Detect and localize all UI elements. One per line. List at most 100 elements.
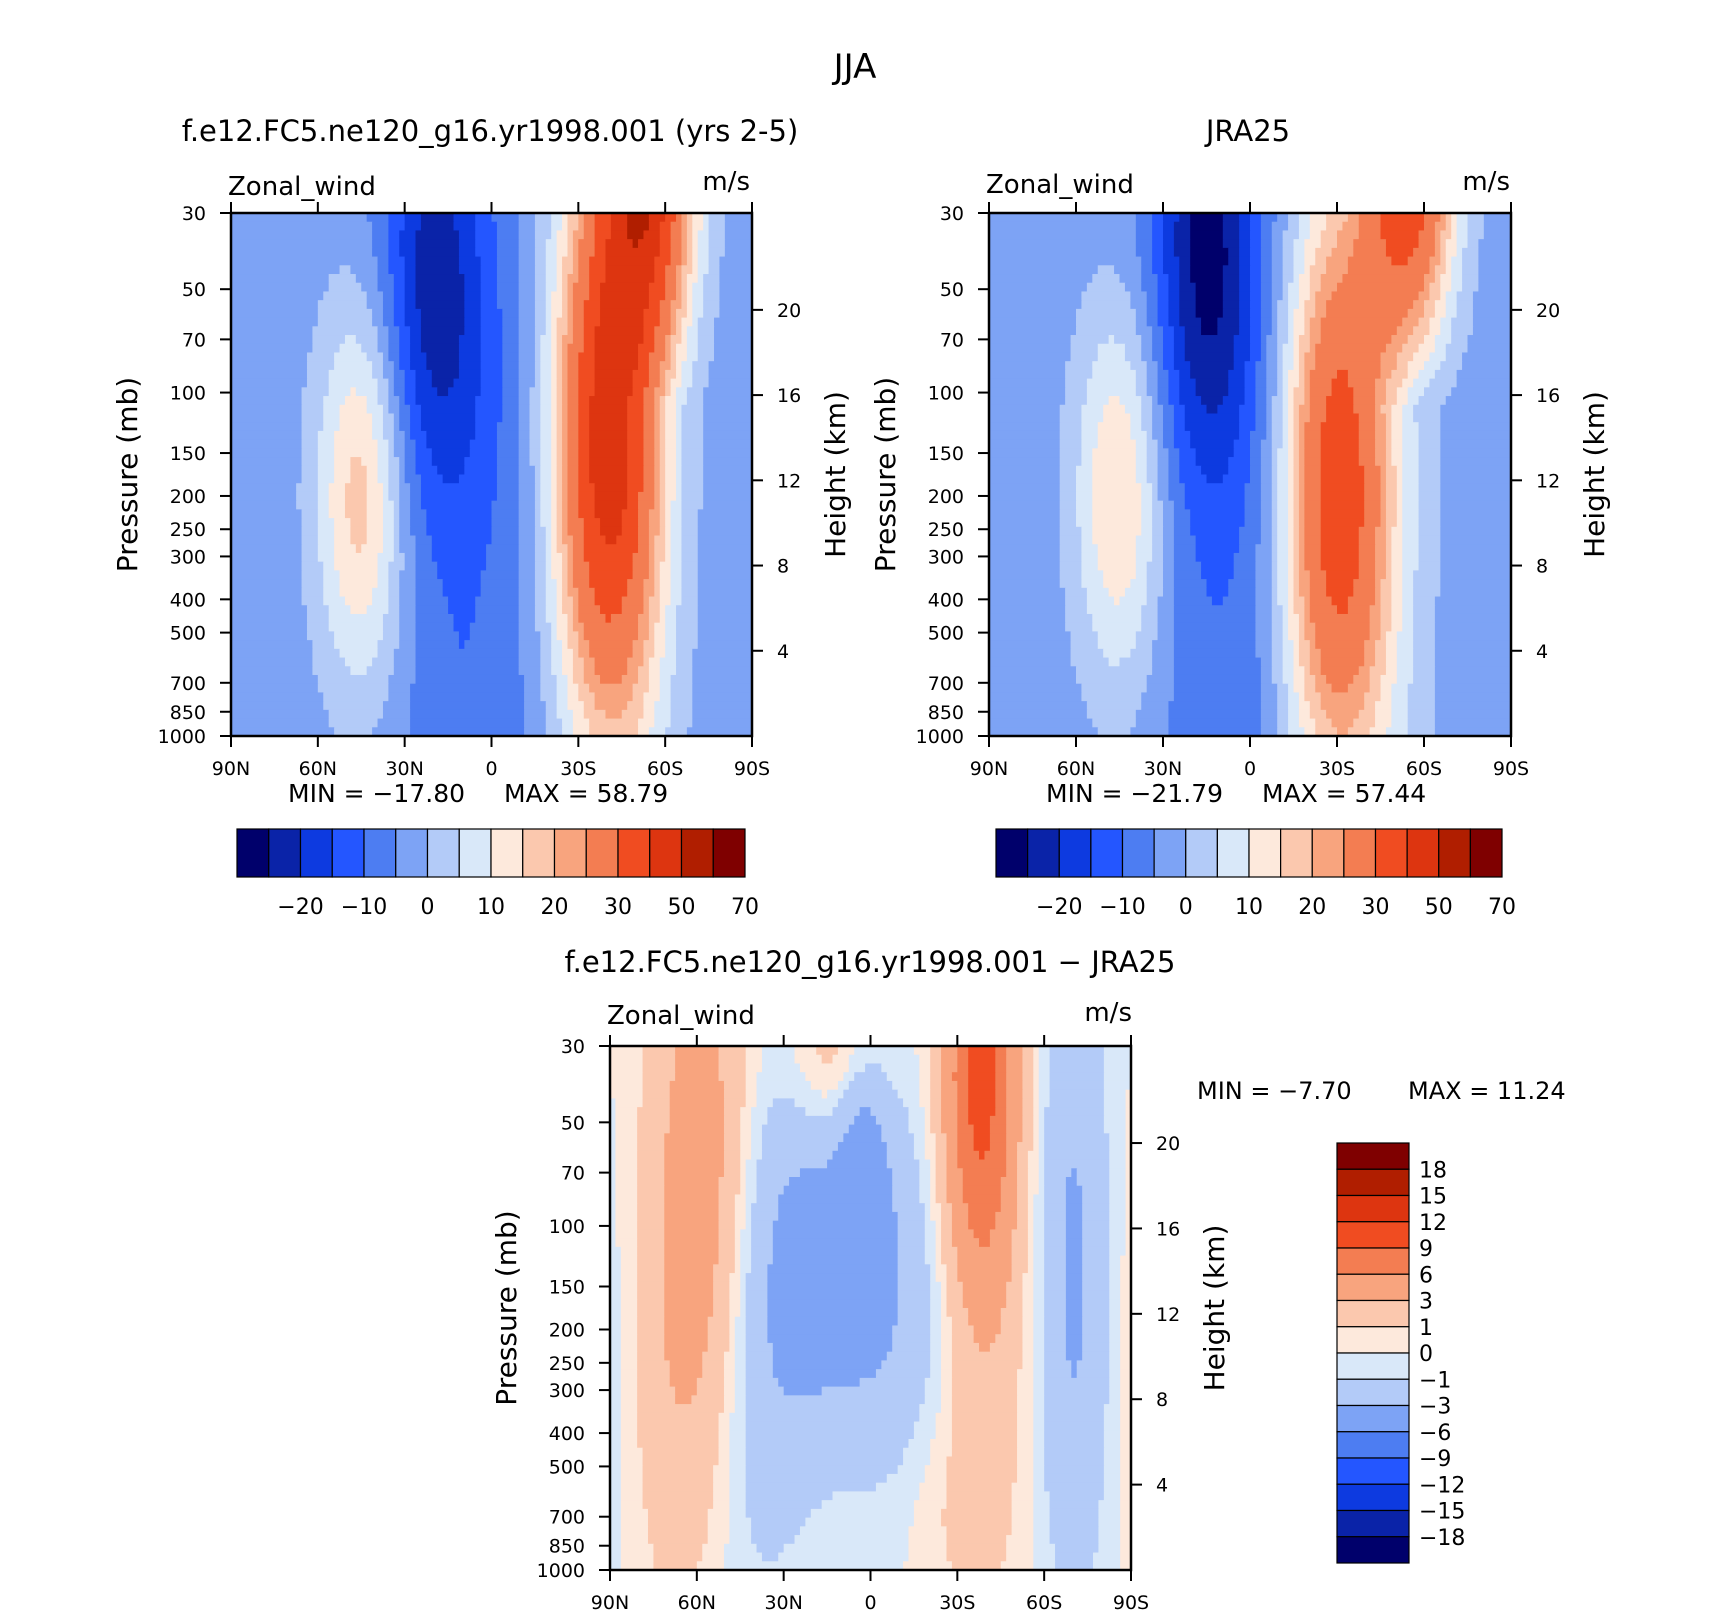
contour-cell [551,396,558,406]
contour-cell [1369,683,1382,694]
contour-cell [620,1491,644,1501]
contour-cell [1396,396,1409,406]
contour-cell [231,587,303,598]
contour-cell [534,570,547,580]
contour-cell [1293,387,1305,397]
panel-model: f.e12.FC5.ne120_g16.yr1998.001 (yrs 2-5)… [111,114,852,920]
contour-cell [578,413,590,423]
contour-cell [1293,544,1300,554]
contour-cell [1418,526,1441,537]
contour-cell [957,1089,969,1099]
contour-cell [1445,291,1458,301]
contour-cell [562,657,574,667]
contour-cell [1157,491,1170,502]
contour-cell [562,518,569,528]
contour-cell [1260,256,1273,266]
contour-cell [957,1159,1007,1169]
contour-cell [686,247,693,258]
contour-cell [1358,526,1376,537]
contour-cell [1173,613,1257,624]
contour-cell [881,1063,920,1073]
contour-cell [897,1264,931,1274]
contour-cell [729,1508,747,1519]
contour-cell [377,448,389,458]
contour-cell [334,448,379,458]
contour-cell [1152,326,1164,336]
contour-cell [903,1561,953,1570]
contour-cell [382,535,395,545]
contour-cell [1277,587,1289,598]
contour-cell [583,701,596,711]
contour-cell [620,1500,644,1510]
contour-cell [637,1377,671,1388]
contour-cell [231,526,303,537]
contour-cell [399,422,411,432]
contour-cell [583,674,601,685]
contour-cell [962,1177,1002,1187]
contour-cell [1250,439,1262,449]
contour-cell [442,579,482,589]
contour-cell [951,1404,1018,1414]
contour-cell [1250,457,1262,467]
contour-cell [594,221,612,232]
contour-cell [551,483,558,493]
contour-cell [518,561,536,571]
contour-cell [745,1203,752,1213]
contour-cell [1201,326,1218,336]
contour-cell [415,439,427,449]
contour-cell [1082,1351,1110,1361]
contour-cell [431,457,465,467]
contour-cell [707,1316,730,1327]
contour-cell [989,1115,1007,1126]
contour-cell [1288,500,1295,510]
contour-cell [643,317,661,327]
contour-cell [1277,561,1289,571]
contour-cell [567,282,574,293]
contour-cell [1027,1211,1034,1222]
contour-cell [1375,396,1387,406]
contour-cell [301,526,319,537]
contour-cell [1288,430,1295,441]
contour-cell [382,369,395,380]
contour-cell [393,448,406,458]
contour-cell [1022,1342,1034,1353]
contour-cell [1233,570,1257,580]
contour-cell [366,535,384,545]
contour-cell [881,1360,931,1370]
contour-cell [551,387,558,397]
contour-cell [1044,1465,1105,1475]
contour-cell [399,570,417,580]
contour-cell [1027,1264,1034,1274]
contour-cell [610,1412,622,1423]
contour-cell [1293,404,1300,415]
contour-cell [1260,326,1273,336]
contour-cell [686,291,693,301]
contour-cell [1467,213,1485,223]
contour-cell [1298,282,1311,293]
contour-cell [1326,579,1354,589]
contour-cell [1125,1115,1131,1126]
contour-cell [301,404,324,415]
contour-cell [1309,701,1322,711]
contour-cell [930,1072,942,1082]
contour-cell [562,570,569,580]
contour-cell [708,239,726,249]
contour-cell [578,648,590,659]
contour-cell [745,1211,752,1222]
contour-cell [734,1342,747,1353]
contour-cell [1044,1421,1105,1431]
contour-cell [1082,1194,1110,1204]
contour-cell [745,1369,774,1379]
contour-cell [1206,579,1229,589]
contour-cell [637,1369,671,1379]
contour-cell [627,396,645,406]
contour-cell [703,491,752,502]
contour-cell [1385,387,1398,397]
contour-cell [1391,561,1403,571]
contour-cell [654,439,661,449]
contour-cell [388,247,400,258]
contour-cell [676,448,683,458]
contour-cell [1434,343,1447,354]
contour-cell [480,256,498,266]
contour-cell [1288,613,1300,624]
